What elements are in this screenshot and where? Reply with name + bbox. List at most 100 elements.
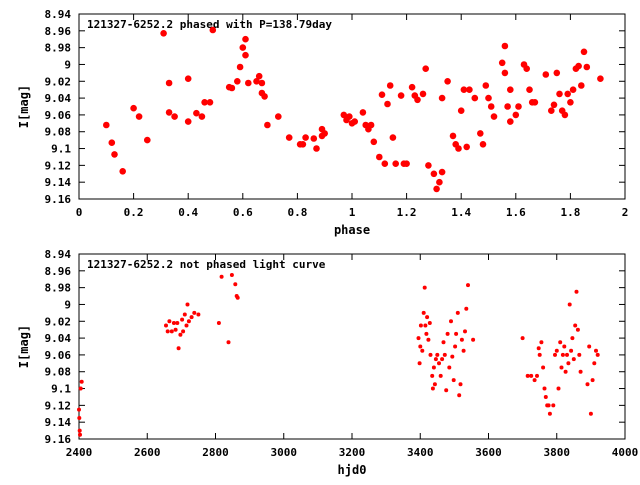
data-point [346, 113, 353, 120]
data-point [178, 332, 183, 337]
data-point [548, 107, 555, 114]
data-point [459, 337, 464, 342]
data-point [498, 59, 506, 67]
x-tick-label: 2800 [202, 446, 229, 459]
data-point [569, 348, 574, 353]
data-point [242, 51, 249, 59]
data-point [449, 132, 457, 140]
data-point [490, 113, 498, 120]
data-point [181, 329, 186, 334]
data-point [460, 86, 468, 93]
data-point [587, 344, 592, 349]
data-point [424, 331, 429, 336]
data-point [367, 121, 375, 129]
data-point [463, 329, 467, 334]
data-point [275, 113, 282, 120]
y-tick-label: 9 [64, 298, 71, 311]
data-point [471, 337, 476, 342]
data-point [167, 319, 172, 324]
data-point [525, 373, 530, 378]
data-point [423, 323, 428, 328]
data-point [164, 323, 168, 328]
data-point [536, 346, 541, 351]
unphased-light-curve-panel: 8.94 8.96 8.98 9 9.02 9.04 9.06 9.08 9.1 9.12 9.14… [17, 248, 638, 477]
data-point [449, 319, 453, 324]
data-point [370, 138, 378, 146]
data-point [440, 357, 445, 362]
data-point [592, 361, 597, 366]
data-point [526, 86, 533, 93]
data-point [560, 352, 565, 357]
y-tick-label: 9.14 [45, 416, 72, 429]
data-point [445, 331, 450, 336]
data-point [198, 113, 206, 120]
y-tick-label: 9.02 [45, 75, 72, 88]
data-point [561, 111, 569, 119]
data-point [229, 273, 234, 277]
data-point [253, 78, 260, 85]
data-point [458, 382, 463, 387]
y-axis-title: I[mag] [17, 85, 31, 128]
x-tick-label: 0.2 [124, 206, 144, 219]
data-point [558, 340, 563, 345]
data-point [422, 285, 427, 290]
data-point [182, 312, 187, 317]
data-point [471, 94, 479, 102]
data-point [531, 99, 539, 106]
x-tick-label: 3800 [544, 446, 571, 459]
data-point [418, 323, 423, 328]
y-tick-label: 9.16 [45, 193, 72, 206]
x-tick-label: 2600 [134, 446, 161, 459]
data-point [455, 145, 462, 152]
data-point [417, 361, 422, 366]
data-point [119, 168, 126, 175]
data-point [547, 411, 552, 416]
data-point [535, 373, 539, 378]
data-point [537, 352, 542, 357]
data-point [285, 134, 293, 141]
data-point [186, 319, 191, 324]
data-point [397, 92, 405, 99]
data-point [590, 378, 595, 383]
data-point [487, 103, 495, 110]
data-point [428, 352, 433, 357]
data-point [78, 386, 83, 391]
data-point [408, 83, 416, 91]
data-point [461, 348, 466, 353]
data-point [574, 289, 579, 294]
data-point [569, 86, 577, 93]
x-tick-label: 0.8 [287, 206, 307, 219]
x-tick-label: 0.4 [178, 206, 198, 219]
data-point [313, 145, 320, 152]
data-point [482, 82, 490, 89]
data-point [436, 178, 443, 186]
x-tick-label: 3000 [271, 446, 298, 459]
phased-light-curve-panel: 8.94 8.96 8.98 9 9.02 9.04 9.06 9.08 9.1 9.12 9.14… [17, 8, 628, 237]
data-point [103, 121, 110, 129]
y-tick-label: 9.06 [45, 349, 72, 362]
data-point [435, 352, 440, 357]
data-point [507, 118, 514, 125]
data-point [430, 386, 435, 391]
data-point [351, 118, 359, 125]
x-tick-label: 2 [622, 206, 629, 219]
x-tick-label: 1 [349, 206, 356, 219]
data-point [541, 365, 546, 370]
data-point [583, 63, 591, 71]
data-point [466, 283, 470, 288]
data-point [442, 352, 447, 357]
data-point [233, 282, 238, 287]
x-tick-label: 1.6 [506, 206, 526, 219]
y-tick-label: 9.04 [45, 92, 72, 105]
data-point [539, 340, 544, 345]
y-tick-label: 9.08 [45, 126, 72, 139]
data-point [228, 84, 236, 92]
data-point [585, 382, 590, 387]
data-point [165, 79, 173, 87]
data-point [542, 71, 550, 78]
data-point [376, 153, 383, 161]
data-point [206, 99, 214, 106]
data-point [464, 306, 469, 311]
data-point [431, 365, 436, 370]
